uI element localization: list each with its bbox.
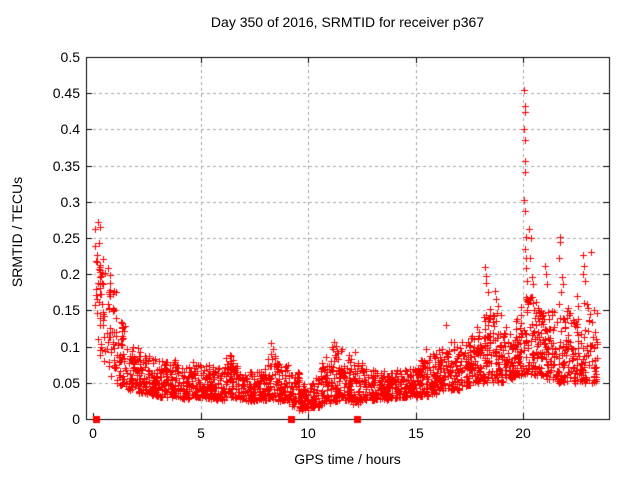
x-tick-label: 20 [515,425,531,441]
y-tick-label: 0.15 [52,302,80,318]
y-tick-label: 0.2 [60,266,80,282]
y-tick-label: 0.45 [52,85,80,101]
x-tick-label: 15 [408,425,424,441]
y-tick-label: 0.35 [52,158,80,174]
y-tick-label: 0.1 [60,339,80,355]
x-tick-label: 5 [197,425,205,441]
x-tick-label: 10 [300,425,316,441]
y-tick-label: 0.5 [60,49,80,65]
y-tick-label: 0 [72,411,80,427]
chart-title: Day 350 of 2016, SRMTID for receiver p36… [210,14,485,30]
y-tick-label: 0.25 [52,230,80,246]
x-tick-label: 0 [89,425,97,441]
x-axis-label: GPS time / hours [294,451,401,467]
y-tick-label: 0.4 [60,121,80,137]
y-tick-label: 0.05 [52,375,80,391]
y-tick-label: 0.3 [60,194,80,210]
